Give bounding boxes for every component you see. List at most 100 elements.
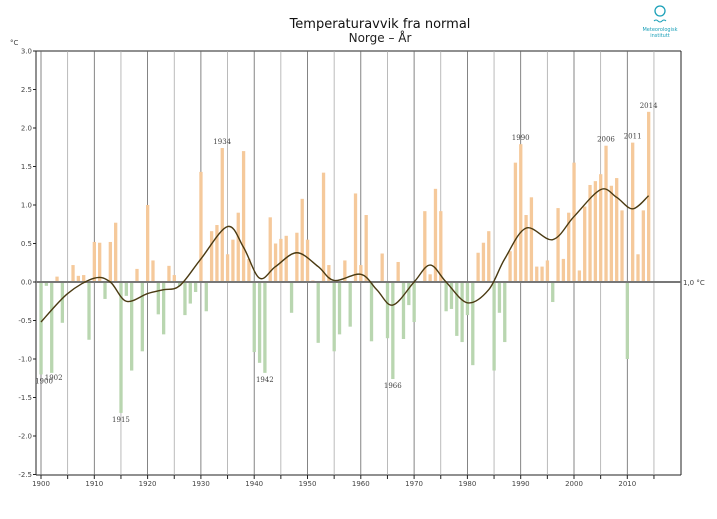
bar-1901 <box>44 282 49 286</box>
bar-1996 <box>551 282 555 303</box>
bar-1975 <box>439 211 443 282</box>
y-tick-label: 2.5 <box>21 86 32 94</box>
bar-1958 <box>348 282 352 327</box>
bar-2009 <box>620 210 624 282</box>
bar-1909 <box>87 282 91 340</box>
bar-1931 <box>204 282 208 312</box>
bar-1998 <box>561 258 566 282</box>
bar-1952 <box>316 282 320 343</box>
bar-1961 <box>364 215 368 282</box>
bar-1973 <box>428 274 432 282</box>
bar-1990 <box>519 144 523 282</box>
bar-2007 <box>609 185 614 282</box>
bar-1934 <box>220 148 224 282</box>
x-tick-label: 1950 <box>299 480 317 488</box>
bar-1915 <box>119 282 123 413</box>
bar-1992 <box>529 197 534 282</box>
bar-1960 <box>359 265 363 282</box>
bar-1930 <box>199 171 203 282</box>
y-tick-label: 2.0 <box>21 125 32 133</box>
bar-1985 <box>492 282 496 371</box>
bar-1981 <box>471 282 475 366</box>
bar-1917 <box>130 282 134 371</box>
bar-1967 <box>396 261 400 282</box>
bar-1964 <box>380 253 384 282</box>
bar-1972 <box>423 211 427 282</box>
reference-label: 1,0 °C <box>683 279 705 287</box>
bar-1919 <box>140 282 144 352</box>
logo-text-1: Meteorologisk <box>642 27 678 33</box>
bar-1914 <box>114 222 118 282</box>
bar-1924 <box>167 265 171 282</box>
bar-1950 <box>305 239 310 282</box>
x-tick-label: 1920 <box>139 480 157 488</box>
y-tick-label: -2.0 <box>18 433 32 441</box>
chart-subtitle: Norge – År <box>348 31 412 45</box>
bar-1955 <box>332 282 336 352</box>
annotation-2006: 2006 <box>597 136 615 144</box>
bar-1949 <box>300 198 304 282</box>
y-tick-label: -2.5 <box>18 471 32 479</box>
bar-1920 <box>146 205 150 282</box>
annotation-1942: 1942 <box>256 376 274 384</box>
bar-1908 <box>82 275 86 282</box>
bar-1933 <box>215 225 219 282</box>
bar-2001 <box>577 270 582 282</box>
annotation-2011: 2011 <box>624 133 642 141</box>
annotation-1900: 1900 <box>35 377 53 385</box>
bar-1916 <box>124 282 128 296</box>
bar-1941 <box>257 282 262 363</box>
x-tick-label: 1940 <box>245 480 263 488</box>
bar-1943 <box>268 217 272 282</box>
y-tick-label: 3.0 <box>21 48 32 56</box>
bar-1983 <box>481 242 486 282</box>
logo-icon <box>653 5 667 23</box>
bar-1906 <box>71 265 75 282</box>
bar-1926 <box>177 282 182 286</box>
bar-1993 <box>535 266 539 282</box>
bar-1913 <box>108 241 112 282</box>
x-tick-label: 1960 <box>352 480 370 488</box>
bar-2003 <box>588 184 592 282</box>
bar-1991 <box>524 215 528 282</box>
y-tick-label: 0.5 <box>21 240 32 248</box>
annotation-1915: 1915 <box>112 416 130 424</box>
x-tick-label: 1970 <box>405 480 423 488</box>
bar-1907 <box>76 275 81 282</box>
bar-2012 <box>636 254 640 282</box>
bar-1942 <box>263 282 267 373</box>
bar-1925 <box>172 275 176 282</box>
x-tick-label: 1990 <box>512 480 530 488</box>
x-tick-label: 1900 <box>32 480 50 488</box>
annotation-2014: 2014 <box>640 102 658 110</box>
x-tick-label: 1930 <box>192 480 210 488</box>
bar-1904 <box>60 282 65 323</box>
bar-2004 <box>593 181 598 282</box>
bar-1954 <box>327 265 331 282</box>
x-tick-label: 1980 <box>458 480 476 488</box>
bar-1986 <box>497 282 502 313</box>
bar-1911 <box>98 242 102 282</box>
bar-1982 <box>476 252 480 282</box>
bar-1976 <box>444 282 448 312</box>
bar-1995 <box>545 260 550 282</box>
bar-1923 <box>161 282 166 335</box>
bar-1921 <box>151 260 155 282</box>
bar-2000 <box>572 162 576 282</box>
bar-2002 <box>583 206 587 282</box>
bar-1978 <box>455 282 459 336</box>
bar-1945 <box>279 238 283 282</box>
bar-1988 <box>508 251 512 282</box>
x-tick-label: 2010 <box>618 480 636 488</box>
bar-1984 <box>487 231 491 282</box>
chart-title: Temperaturavvik fra normal <box>289 17 471 32</box>
bar-1948 <box>295 232 299 282</box>
bar-1965 <box>385 282 390 339</box>
bar-2006 <box>604 145 608 282</box>
bar-2005 <box>599 174 603 282</box>
bar-2008 <box>615 178 619 282</box>
bar-2014 <box>647 111 651 282</box>
bar-1980 <box>465 282 470 316</box>
bar-1966 <box>391 282 395 380</box>
